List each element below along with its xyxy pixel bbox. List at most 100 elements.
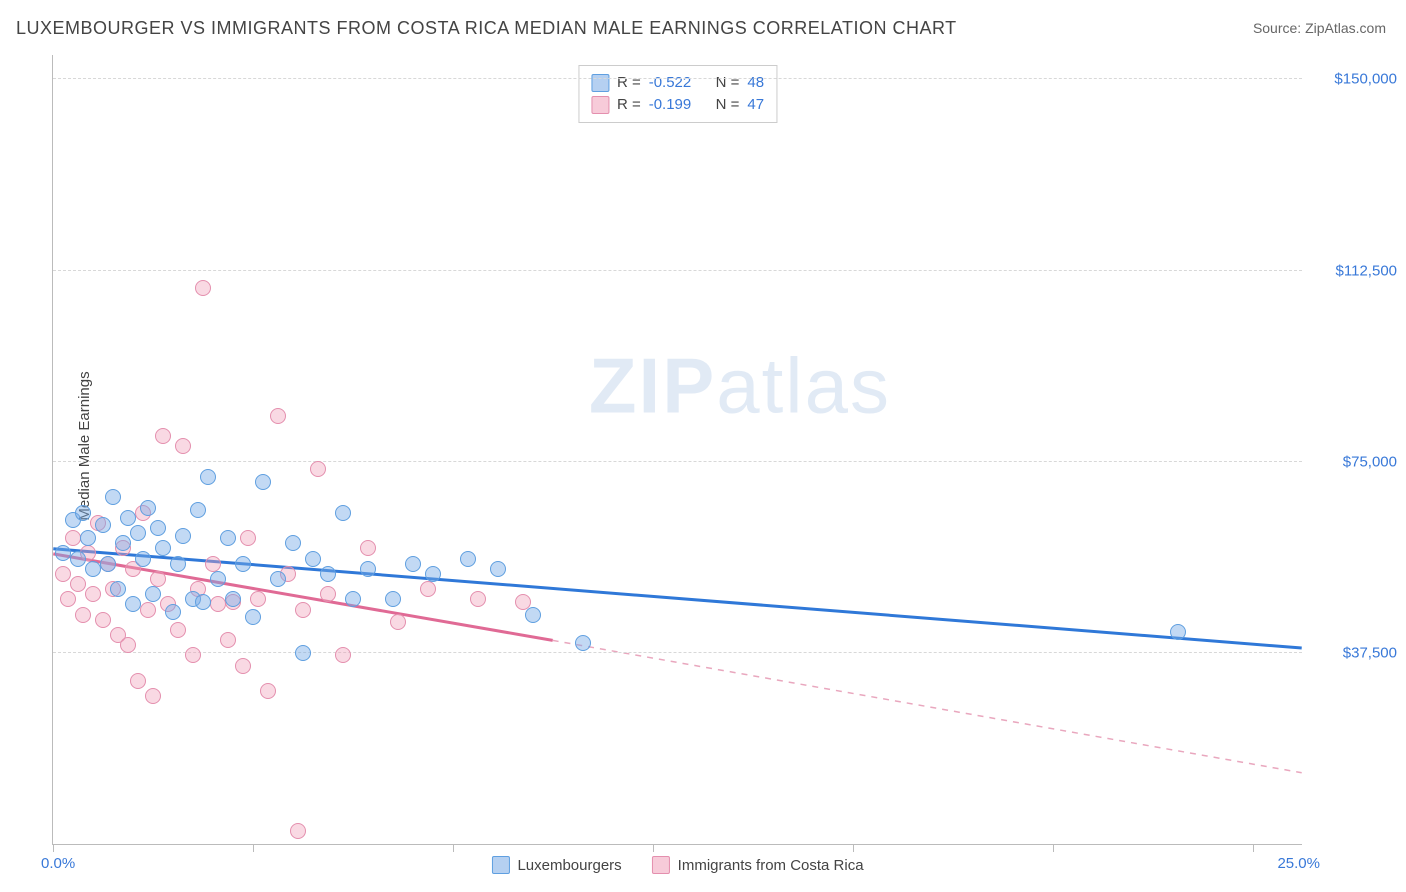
y-tick-label: $112,500 <box>1336 262 1397 279</box>
data-point <box>385 591 401 607</box>
swatch-pink-icon <box>652 856 670 874</box>
data-point <box>140 500 156 516</box>
data-point <box>220 530 236 546</box>
data-point <box>85 586 101 602</box>
data-point <box>525 607 541 623</box>
data-point <box>150 520 166 536</box>
y-tick-label: $150,000 <box>1334 71 1397 88</box>
data-point <box>155 428 171 444</box>
data-point <box>360 561 376 577</box>
swatch-blue-icon <box>491 856 509 874</box>
data-point <box>245 609 261 625</box>
data-point <box>145 586 161 602</box>
x-tick <box>1053 844 1054 852</box>
x-tick <box>453 844 454 852</box>
legend-row-luxembourgers: R = -0.522 N = 48 <box>591 72 764 94</box>
gridline <box>53 270 1302 271</box>
x-min-label: 0.0% <box>41 855 75 872</box>
data-point <box>310 461 326 477</box>
data-point <box>55 566 71 582</box>
data-point <box>120 637 136 653</box>
data-point <box>225 591 241 607</box>
trend-lines <box>53 55 1302 844</box>
data-point <box>390 614 406 630</box>
legend-item-costarica: Immigrants from Costa Rica <box>652 856 864 874</box>
data-point <box>110 581 126 597</box>
n-label: N = <box>716 94 740 116</box>
data-point <box>290 823 306 839</box>
data-point <box>75 505 91 521</box>
data-point <box>115 535 131 551</box>
x-tick <box>253 844 254 852</box>
data-point <box>190 502 206 518</box>
chart-title: LUXEMBOURGER VS IMMIGRANTS FROM COSTA RI… <box>16 18 957 39</box>
y-tick-label: $37,500 <box>1343 644 1397 661</box>
n-value: 47 <box>747 94 764 116</box>
data-point <box>145 688 161 704</box>
r-label: R = <box>617 72 641 94</box>
data-point <box>255 474 271 490</box>
x-tick <box>853 844 854 852</box>
data-point <box>170 556 186 572</box>
data-point <box>185 647 201 663</box>
data-point <box>205 556 221 572</box>
data-point <box>460 551 476 567</box>
data-point <box>140 602 156 618</box>
data-point <box>270 408 286 424</box>
data-point <box>420 581 436 597</box>
data-point <box>195 594 211 610</box>
data-point <box>235 658 251 674</box>
data-point <box>75 607 91 623</box>
data-point <box>270 571 286 587</box>
x-tick <box>53 844 54 852</box>
data-point <box>175 528 191 544</box>
data-point <box>320 566 336 582</box>
y-tick-label: $75,000 <box>1343 453 1397 470</box>
legend-row-costarica: R = -0.199 N = 47 <box>591 94 764 116</box>
swatch-blue-icon <box>591 74 609 92</box>
data-point <box>235 556 251 572</box>
n-label: N = <box>716 72 740 94</box>
data-point <box>260 683 276 699</box>
gridline <box>53 461 1302 462</box>
data-point <box>210 571 226 587</box>
data-point <box>200 469 216 485</box>
data-point <box>345 591 361 607</box>
data-point <box>135 551 151 567</box>
data-point <box>470 591 486 607</box>
x-max-label: 25.0% <box>1277 855 1320 872</box>
data-point <box>165 604 181 620</box>
scatter-plot: ZIPatlas R = -0.522 N = 48 R = -0.199 N … <box>52 55 1302 845</box>
data-point <box>295 602 311 618</box>
data-point <box>295 645 311 661</box>
source-citation: Source: ZipAtlas.com <box>1253 20 1386 36</box>
data-point <box>55 545 71 561</box>
data-point <box>155 540 171 556</box>
data-point <box>95 612 111 628</box>
r-value: -0.522 <box>649 72 692 94</box>
data-point <box>220 632 236 648</box>
data-point <box>100 556 116 572</box>
watermark: ZIPatlas <box>589 341 891 432</box>
r-value: -0.199 <box>649 94 692 116</box>
r-label: R = <box>617 94 641 116</box>
data-point <box>575 635 591 651</box>
legend-label: Immigrants from Costa Rica <box>678 857 864 874</box>
data-point <box>425 566 441 582</box>
data-point <box>320 586 336 602</box>
gridline <box>53 78 1302 79</box>
correlation-legend: R = -0.522 N = 48 R = -0.199 N = 47 <box>578 65 777 123</box>
data-point <box>150 571 166 587</box>
legend-label: Luxembourgers <box>517 857 621 874</box>
data-point <box>335 505 351 521</box>
data-point <box>130 525 146 541</box>
n-value: 48 <box>747 72 764 94</box>
data-point <box>130 673 146 689</box>
series-legend: Luxembourgers Immigrants from Costa Rica <box>491 856 863 874</box>
data-point <box>490 561 506 577</box>
data-point <box>175 438 191 454</box>
gridline <box>53 652 1302 653</box>
data-point <box>335 647 351 663</box>
data-point <box>1170 624 1186 640</box>
data-point <box>80 530 96 546</box>
